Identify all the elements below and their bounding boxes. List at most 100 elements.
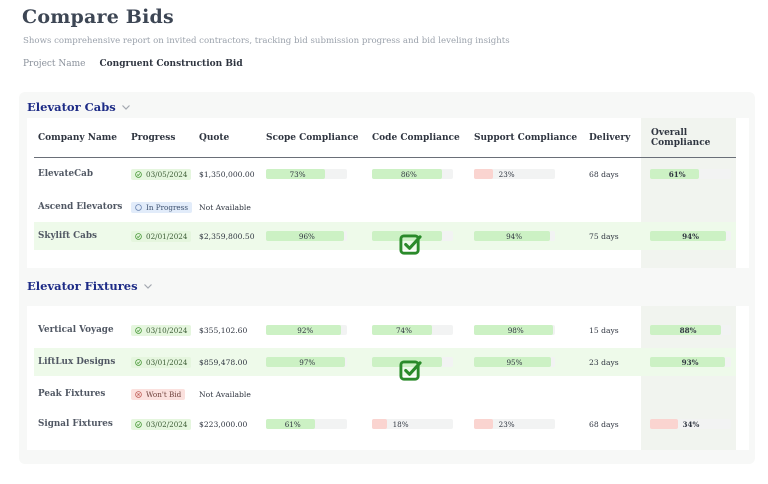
quote-value: $223,000.00 xyxy=(199,419,248,429)
overall-bar: 34% xyxy=(650,419,731,429)
overall-bar: 94% xyxy=(650,231,731,241)
overall-compliance-cell: 94% xyxy=(650,222,731,250)
company-name: Peak Fixtures xyxy=(38,389,106,399)
overall-bar: 61% xyxy=(650,169,731,179)
code-bar xyxy=(372,231,453,255)
table-row[interactable]: Signal Fixtures 03/02/2024 $223,000.00 61% 1… xyxy=(34,410,736,438)
header-company[interactable]: Company Name xyxy=(38,132,118,143)
support-value: 23% xyxy=(498,169,515,179)
quote-value: Not Available xyxy=(199,389,251,399)
header-code[interactable]: Code Compliance xyxy=(372,132,460,143)
project-label: Project Name xyxy=(23,59,86,69)
support-value: 98% xyxy=(507,325,524,335)
overall-compliance-cell: 93% xyxy=(650,348,731,376)
support-compliance-cell: 98% xyxy=(474,316,555,344)
support-bar: 94% xyxy=(474,231,555,241)
company-name: Signal Fixtures xyxy=(38,419,113,429)
check-circle-icon xyxy=(135,420,142,428)
project-info: Project Name Congruent Construction Bid xyxy=(23,59,243,69)
header-scope[interactable]: Scope Compliance xyxy=(266,132,359,143)
company-name: Ascend Elevators xyxy=(38,202,123,212)
scope-compliance-cell: 92% xyxy=(266,316,347,344)
status-badge: 03/01/2024 xyxy=(131,356,192,368)
status-text: 03/10/2024 xyxy=(146,325,188,335)
quote-value: $1,350,000.00 xyxy=(199,169,255,179)
table-row[interactable]: Peak Fixtures Won't Bid Not Available xyxy=(34,380,736,408)
status-text: 02/01/2024 xyxy=(146,231,188,241)
page-subtitle: Shows comprehensive report on invited co… xyxy=(23,36,510,46)
check-circle-icon xyxy=(135,170,142,178)
support-bar: 23% xyxy=(474,169,555,179)
table-row[interactable]: Skylift Cabs 02/01/2024 $2,359,800.50 96% 94… xyxy=(34,222,736,255)
overall-value: 88% xyxy=(679,325,697,335)
status-badge: In Progress xyxy=(131,201,193,213)
overall-bar: 88% xyxy=(650,325,731,335)
chevron-down-icon xyxy=(121,103,130,111)
overall-compliance-cell: 34% xyxy=(650,410,731,438)
scope-bar-fill xyxy=(266,169,326,179)
status-text: 03/02/2024 xyxy=(146,419,188,429)
overall-bar-fill xyxy=(650,325,722,335)
support-bar: 23% xyxy=(474,419,555,429)
support-value: 95% xyxy=(506,357,523,367)
support-compliance-cell: 23% xyxy=(474,410,555,438)
status-text: In Progress xyxy=(146,202,189,212)
scope-bar-fill xyxy=(266,419,316,429)
overall-bar-fill xyxy=(650,357,726,367)
scope-compliance-cell: 96% xyxy=(266,222,347,250)
overall-bar: 93% xyxy=(650,357,731,367)
group-toggle-elevator-cabs[interactable]: Elevator Cabs xyxy=(27,100,130,114)
code-compliance-cell xyxy=(372,348,453,381)
quote-value: $2,359,800.50 xyxy=(199,231,255,241)
header-overall[interactable]: Overall Compliance xyxy=(651,127,711,148)
progress-cell: Won't Bid xyxy=(131,380,186,408)
header-quote[interactable]: Quote xyxy=(199,132,230,143)
support-bar-fill xyxy=(474,419,493,429)
code-bar-fill xyxy=(372,169,442,179)
checkmark-icon xyxy=(399,359,422,382)
status-text: Won't Bid xyxy=(146,389,182,399)
support-value: 23% xyxy=(498,419,515,429)
quote-value: $859,478.00 xyxy=(199,357,248,367)
scope-compliance-cell: 97% xyxy=(266,348,347,376)
status-badge: 02/01/2024 xyxy=(131,230,192,242)
progress-cell: 03/02/2024 xyxy=(131,410,192,438)
delivery-value: 23 days xyxy=(589,357,619,367)
header-delivery[interactable]: Delivery xyxy=(589,132,631,143)
overall-bar-fill xyxy=(650,169,700,179)
bids-table-elevator-fixtures: Vertical Voyage 03/10/2024 $355,102.60 92% 7… xyxy=(27,306,749,450)
progress-cell: 03/05/2024 xyxy=(131,160,192,188)
header-progress[interactable]: Progress xyxy=(131,132,176,143)
progress-cell: 03/10/2024 xyxy=(131,316,192,344)
table-row[interactable]: LiftLux Designs 03/01/2024 $859,478.00 97% 9… xyxy=(34,348,736,381)
support-value: 94% xyxy=(506,231,523,241)
table-row[interactable]: ElevateCab 03/05/2024 $1,350,000.00 73% 86% 2… xyxy=(34,160,736,188)
header-support[interactable]: Support Compliance xyxy=(474,132,578,143)
group-title: Elevator Fixtures xyxy=(27,279,138,293)
status-text: 03/01/2024 xyxy=(146,357,188,367)
delivery-value: 75 days xyxy=(589,231,619,241)
scope-value: 73% xyxy=(289,169,306,179)
code-bar-fill xyxy=(372,419,387,429)
page-title: Compare Bids xyxy=(22,6,174,28)
scope-value: 97% xyxy=(299,357,316,367)
delivery-value: 15 days xyxy=(589,325,619,335)
table-row[interactable]: Ascend Elevators In Progress Not Available xyxy=(34,193,736,221)
scope-bar-fill xyxy=(266,357,345,367)
status-badge: 03/02/2024 xyxy=(131,418,192,430)
support-bar: 95% xyxy=(474,357,555,367)
code-value: 18% xyxy=(392,419,409,429)
quote-value: Not Available xyxy=(199,202,251,212)
code-value: 74% xyxy=(395,325,412,335)
scope-bar: 92% xyxy=(266,325,347,335)
scope-value: 61% xyxy=(284,419,301,429)
support-bar: 98% xyxy=(474,325,555,335)
checkmark-icon xyxy=(399,233,422,256)
group-toggle-elevator-fixtures[interactable]: Elevator Fixtures xyxy=(27,279,152,293)
group-title: Elevator Cabs xyxy=(27,100,116,114)
company-name: Skylift Cabs xyxy=(38,231,97,241)
overall-bar-fill xyxy=(650,419,678,429)
bids-table-elevator-cabs: Company Name Progress Quote Scope Compli… xyxy=(27,118,749,268)
table-header: Company Name Progress Quote Scope Compli… xyxy=(34,118,736,158)
table-row[interactable]: Vertical Voyage 03/10/2024 $355,102.60 92% 7… xyxy=(34,316,736,344)
